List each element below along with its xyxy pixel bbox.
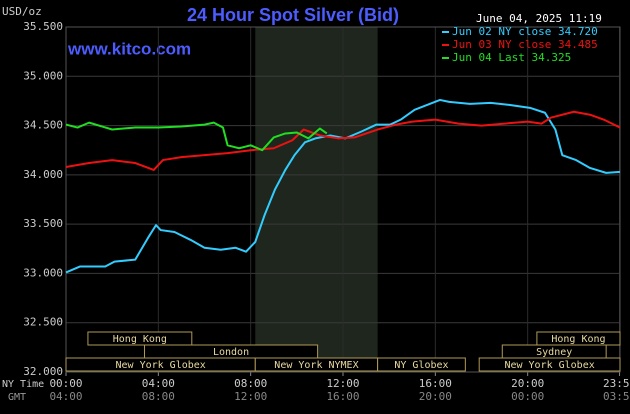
x-row-label: NY Time [2,379,44,390]
y-tick-label: 32.000 [23,365,63,378]
y-tick-label: 34.000 [23,168,63,181]
x-tick-label: 12:00 [326,377,359,390]
session-bar [478,357,621,372]
x-tick-label: 20:00 [511,377,544,390]
y-tick-label: 33.000 [23,266,63,279]
y-unit: USD/oz [2,5,42,18]
session-label: New York Globex [504,360,594,371]
plot-frame [65,26,621,373]
session-label: Sydney [536,347,572,358]
session-label: London [213,347,249,358]
session-label: Hong Kong [113,334,167,345]
y-tick-label: 35.000 [23,69,63,82]
legend-label: Jun 04 Last 34.325 [452,51,571,64]
session-bar [377,357,466,372]
gmt-tick-label: 08:00 [142,390,175,403]
y-tick-label: 35.500 [23,20,63,33]
legend-label: Jun 02 NY close 34.720 [452,25,598,38]
session-label: Hong Kong [551,334,605,345]
x-row-label: GMT [8,392,26,403]
series-line [65,110,621,171]
gmt-tick-label: 16:00 [326,390,359,403]
series-line [65,121,328,152]
x-tick-label: 00:00 [49,377,82,390]
session-bar [87,331,193,346]
x-tick-label: 23:59 [603,377,630,390]
legend-label: Jun 03 NY close 34.485 [452,38,598,51]
chart-subtitle: June 04, 2025 11:19 [476,12,602,25]
gmt-tick-label: 00:00 [511,390,544,403]
y-tick-label: 34.500 [23,119,63,132]
series-line [65,98,621,274]
gmt-tick-label: 03:59 [603,390,630,403]
y-tick-label: 33.500 [23,217,63,230]
chart-title: 24 Hour Spot Silver (Bid) [187,5,399,25]
session-label: NY Globex [394,360,448,371]
session-label: New York Globex [115,360,205,371]
gmt-tick-label: 20:00 [419,390,452,403]
watermark: www.kitco.com [67,39,191,58]
x-tick-label: 04:00 [142,377,175,390]
x-tick-label: 16:00 [419,377,452,390]
x-tick-label: 08:00 [234,377,267,390]
shaded-region [255,27,378,372]
y-tick-label: 32.500 [23,316,63,329]
gmt-tick-label: 04:00 [49,390,82,403]
session-label: New York NYMEX [274,360,358,371]
gmt-tick-label: 12:00 [234,390,267,403]
